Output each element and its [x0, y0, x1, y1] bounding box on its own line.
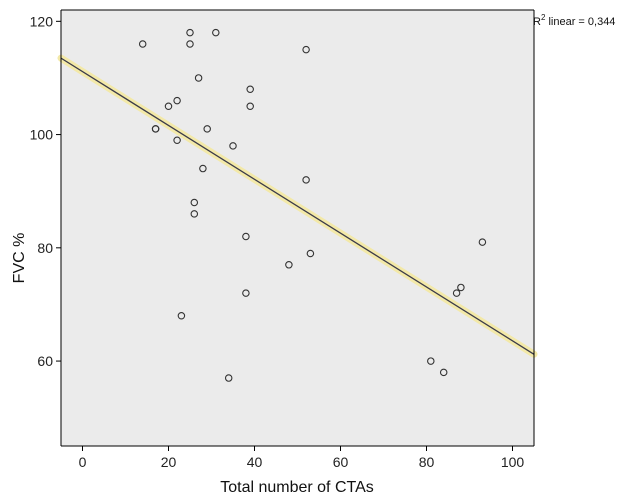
- y-tick-label: 80: [37, 240, 53, 256]
- y-tick-label: 60: [37, 353, 53, 369]
- plot-area: [61, 10, 534, 446]
- r2-label: R2 linear = 0,344: [533, 13, 615, 28]
- x-tick-label: 20: [161, 454, 177, 470]
- data-point: [452, 289, 461, 297]
- data-point: [242, 232, 250, 241]
- data-point: [186, 28, 194, 37]
- data-point: [306, 249, 315, 258]
- x-tick-label: 100: [501, 454, 525, 470]
- y-tick-label: 100: [30, 127, 54, 143]
- data-point: [427, 357, 435, 365]
- y-ticks: 60 80 100 120: [30, 13, 61, 369]
- y-axis-title: FVC %: [11, 233, 28, 284]
- axes: [60, 9, 535, 447]
- data-point: [173, 96, 181, 105]
- x-tick-label: 0: [79, 454, 87, 470]
- data-point: [151, 125, 160, 133]
- data-point: [246, 85, 254, 94]
- data-point: [190, 210, 199, 218]
- r2-superscript: 2: [541, 13, 546, 22]
- data-point: [190, 198, 199, 207]
- data-point: [199, 164, 207, 173]
- data-point: [164, 102, 173, 111]
- fit-line-group: [57, 54, 538, 358]
- data-point: [285, 261, 293, 269]
- x-ticks: 0 20 40 60 80 100: [79, 446, 525, 470]
- data-point: [457, 283, 465, 292]
- data-point: [177, 312, 186, 320]
- data-point: [229, 142, 237, 150]
- data-point: [439, 368, 448, 377]
- x-axis-title: Total number of CTAs: [220, 479, 374, 496]
- x-tick-label: 60: [333, 454, 349, 470]
- data-point: [186, 40, 194, 48]
- data-point: [302, 176, 310, 184]
- data-point: [203, 125, 211, 133]
- r2-text: linear = 0,344: [545, 16, 615, 28]
- data-point: [138, 40, 147, 48]
- points-layer: [138, 28, 487, 382]
- y-tick-label: 120: [30, 13, 54, 29]
- fit-line: [60, 57, 535, 355]
- x-tick-label: 80: [419, 454, 435, 470]
- data-point: [246, 102, 254, 111]
- data-point: [302, 45, 310, 54]
- data-point: [478, 238, 487, 246]
- r2-prefix: R: [533, 16, 541, 28]
- data-point: [212, 28, 220, 37]
- data-point: [224, 374, 233, 382]
- x-tick-label: 40: [247, 454, 263, 470]
- data-point: [173, 136, 181, 144]
- data-point: [242, 289, 250, 297]
- data-point: [194, 74, 203, 82]
